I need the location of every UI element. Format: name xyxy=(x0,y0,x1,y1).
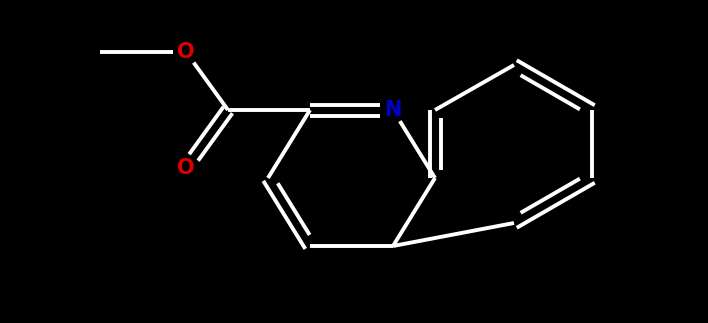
Circle shape xyxy=(381,98,405,122)
Circle shape xyxy=(174,156,198,180)
Text: O: O xyxy=(177,42,195,62)
Text: N: N xyxy=(384,100,401,120)
Circle shape xyxy=(174,40,198,64)
Text: O: O xyxy=(177,158,195,178)
